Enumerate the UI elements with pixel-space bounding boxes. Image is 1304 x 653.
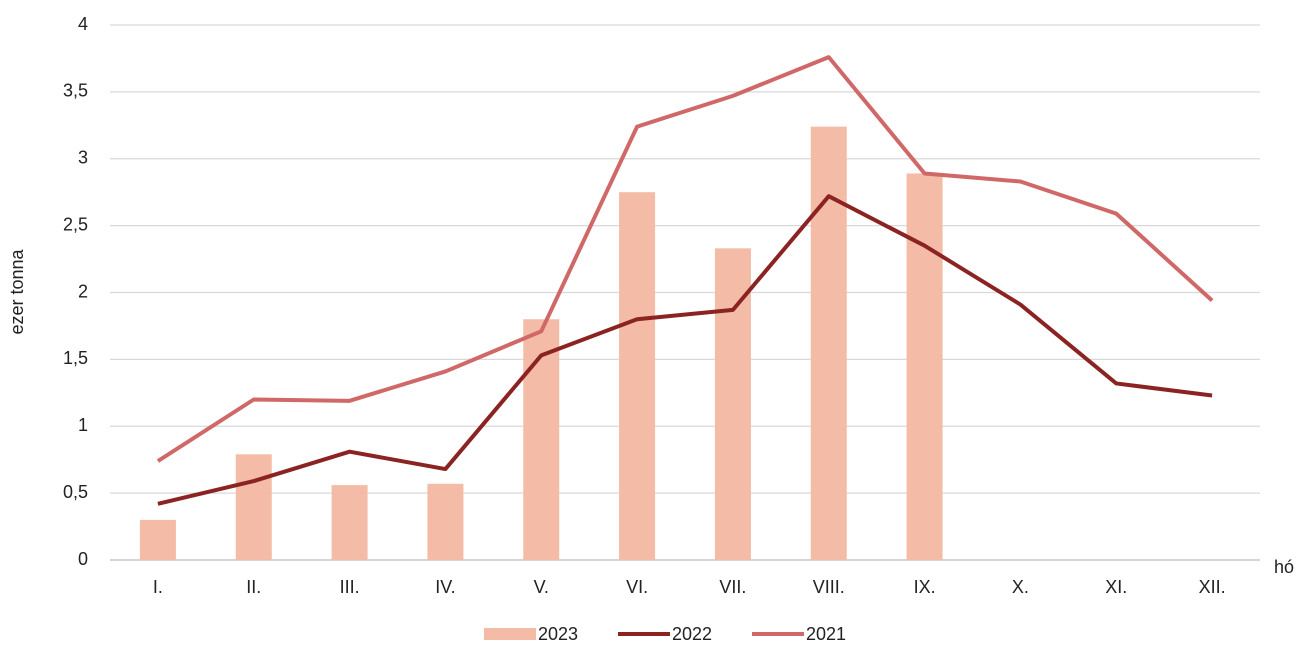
x-axis-label: hó — [1274, 557, 1294, 577]
y-tick-label: 3 — [78, 148, 88, 168]
legend-swatch — [484, 628, 536, 640]
y-tick-label: 2,5 — [63, 214, 88, 234]
bar — [714, 248, 751, 561]
x-tick-label: III. — [340, 577, 360, 597]
x-tick-label: V. — [534, 577, 549, 597]
x-tick-label: XI. — [1105, 577, 1127, 597]
y-tick-label: 4 — [78, 14, 88, 34]
x-tick-label: VI. — [626, 577, 648, 597]
bar — [906, 173, 943, 560]
y-tick-label: 1 — [78, 415, 88, 435]
y-axis-label: ezer tonna — [7, 248, 27, 334]
x-tick-label: VIII. — [813, 577, 845, 597]
bar — [139, 519, 176, 560]
x-tick-label: II. — [246, 577, 261, 597]
x-tick-label: I. — [153, 577, 163, 597]
bar — [331, 485, 368, 560]
y-tick-label: 2 — [78, 281, 88, 301]
x-tick-label: IV. — [435, 577, 455, 597]
line — [156, 55, 1214, 463]
x-tick-label: IX. — [914, 577, 936, 597]
y-tick-label: 0,5 — [63, 482, 88, 502]
y-tick-label: 1,5 — [63, 348, 88, 368]
y-tick-label: 3,5 — [63, 81, 88, 101]
bar — [810, 126, 847, 561]
bar — [523, 319, 560, 560]
bar — [427, 483, 464, 560]
y-tick-label: 0 — [78, 549, 88, 569]
line — [157, 194, 1213, 506]
x-tick-label: X. — [1012, 577, 1029, 597]
bar — [619, 192, 656, 560]
x-tick-label: VII. — [719, 577, 746, 597]
x-tick-label: XII. — [1199, 577, 1226, 597]
legend-label: 2022 — [672, 624, 712, 644]
bar — [235, 454, 272, 560]
legend-label: 2023 — [538, 624, 578, 644]
legend-label: 2021 — [806, 624, 846, 644]
